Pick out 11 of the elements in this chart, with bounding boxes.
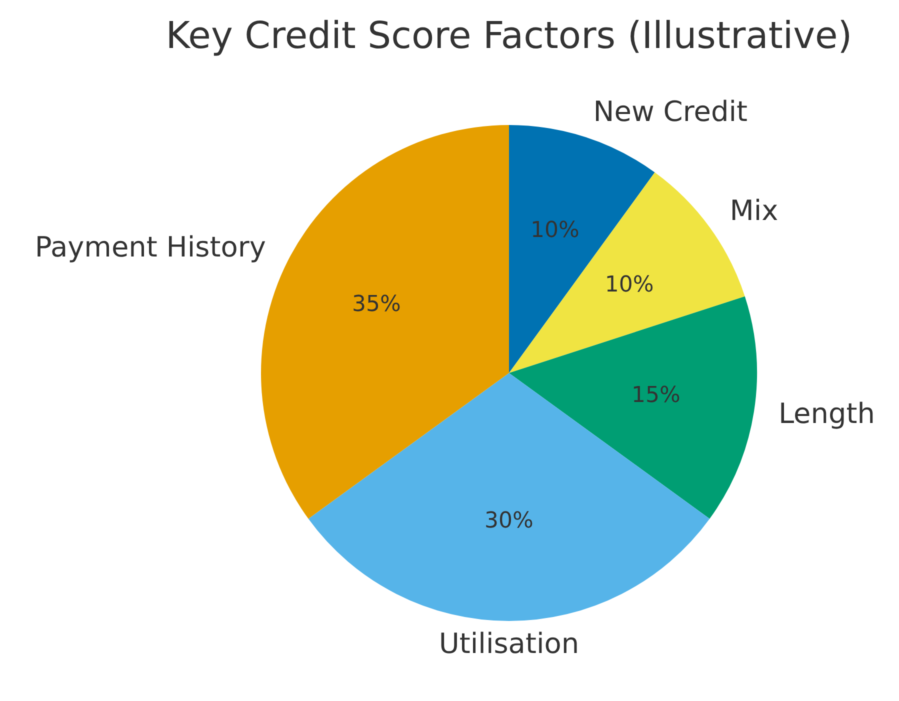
data-label: 30%	[484, 508, 534, 534]
slice-label: Mix	[730, 194, 778, 227]
slice-label: Utilisation	[438, 627, 580, 660]
slice-label: Length	[778, 396, 876, 430]
slice-label: New Credit	[593, 94, 748, 128]
chart-title: Key Credit Score Factors (Illustrative)	[166, 14, 852, 57]
slice-label: Payment History	[34, 230, 266, 264]
data-label: 10%	[530, 218, 580, 244]
data-label: 10%	[604, 272, 654, 298]
data-label: 35%	[352, 292, 401, 318]
data-label: 15%	[632, 382, 680, 408]
